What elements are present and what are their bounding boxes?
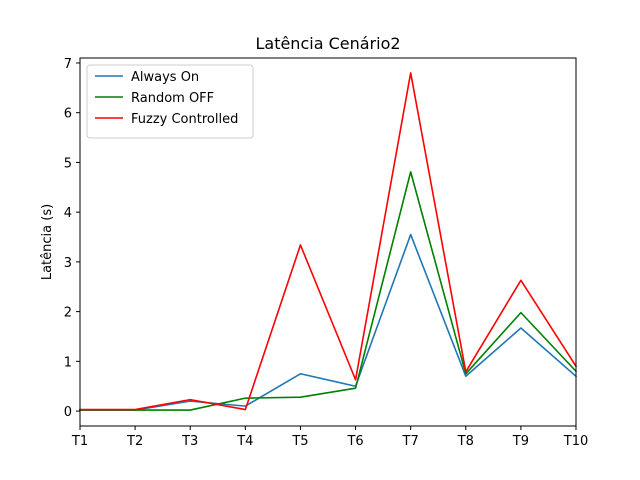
series-line-2 [79, 72, 578, 411]
y-tick-label: 0 [64, 405, 72, 420]
y-tick-label: 3 [64, 256, 72, 271]
chart-title: Latência Cenário2 [255, 34, 400, 53]
y-axis-label: Latência (s) [40, 204, 55, 280]
x-tick-label: T4 [236, 434, 253, 449]
series-line-0 [79, 233, 578, 411]
x-tick-label: T8 [457, 434, 474, 449]
y-tick-label: 1 [64, 355, 72, 370]
x-tick-label: T2 [126, 434, 143, 449]
y-tick-label: 4 [64, 206, 72, 221]
legend-label-2: Fuzzy Controlled [131, 112, 238, 127]
legend: Always On Random OFF Fuzzy Controlled [86, 64, 254, 139]
y-tick-label: 7 [64, 57, 72, 72]
y-tick-label: 6 [64, 107, 72, 122]
x-tick-label: T9 [512, 434, 529, 449]
y-tick-label: 2 [64, 306, 72, 321]
legend-box [86, 64, 254, 139]
axes-frame [79, 57, 577, 427]
y-tick-label: 5 [64, 156, 72, 171]
plot-area: T1 T2 T3 T4 T5 T6 T7 T8 T9 T10 0 1 2 3 4 5 6 7 [64, 57, 589, 449]
legend-label-0: Always On [131, 70, 199, 85]
x-tick-label: T5 [291, 434, 308, 449]
x-tick-label: T10 [563, 434, 588, 449]
legend-label-1: Random OFF [131, 91, 214, 106]
x-tick-label: T1 [71, 434, 88, 449]
x-tick-label: T3 [181, 434, 198, 449]
x-tick-label: T6 [346, 434, 363, 449]
x-tick-label: T7 [402, 434, 419, 449]
series-line-1 [79, 171, 578, 411]
